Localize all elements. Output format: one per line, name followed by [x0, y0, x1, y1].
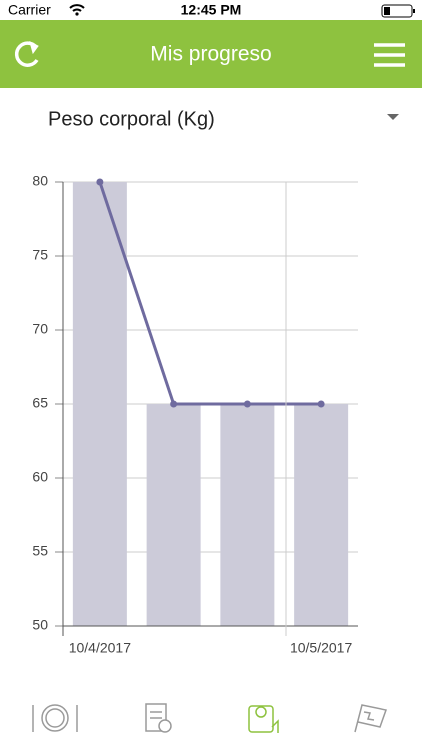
bar — [72, 182, 127, 626]
y-tick-label: 50 — [32, 617, 48, 633]
tab-progress[interactable] — [248, 705, 279, 733]
refresh-arc — [14, 41, 39, 67]
tab-goals[interactable] — [354, 704, 387, 733]
doc-icon — [145, 703, 167, 732]
carrier: Carrier — [8, 2, 51, 18]
bar — [294, 404, 349, 626]
point — [96, 178, 104, 186]
selector-label: Peso corporal (Kg) — [48, 108, 215, 130]
plate-inner — [45, 708, 65, 728]
menu-button[interactable] — [374, 43, 405, 67]
y-tick-label: 70 — [32, 321, 48, 337]
battery-tip — [413, 9, 415, 13]
bar — [220, 404, 275, 626]
point — [317, 400, 325, 408]
x-tick-label: 10/5/2017 — [290, 640, 352, 656]
refresh-arrow — [29, 41, 39, 55]
clock-icon — [158, 719, 172, 733]
scale-dial — [255, 706, 267, 718]
bar — [146, 404, 201, 626]
chart: 50 55 60 65 70 75 80 10/4/2017 10/5/2017 — [32, 173, 358, 656]
refresh-button[interactable] — [14, 41, 39, 67]
y-tick-label: 75 — [32, 247, 48, 263]
tab-meals[interactable] — [32, 704, 78, 732]
tab-log[interactable] — [145, 703, 172, 733]
y-tick-label: 65 — [32, 395, 48, 411]
y-tick-label: 60 — [32, 469, 48, 485]
point — [170, 400, 178, 408]
wifi-icon — [69, 4, 85, 12]
flag-icon — [354, 704, 387, 733]
x-tick-label: 10/4/2017 — [69, 640, 131, 656]
scale-icon — [248, 705, 274, 733]
clock: 12:45 PM — [181, 2, 242, 18]
wifi-dot — [75, 12, 79, 16]
tab-bar — [32, 703, 387, 733]
metric-selector[interactable]: Peso corporal (Kg) — [48, 108, 399, 130]
scale-arrow — [271, 719, 279, 733]
plate-icon — [41, 704, 69, 732]
header — [0, 20, 422, 88]
y-tick-label: 80 — [32, 173, 48, 189]
battery — [381, 4, 413, 18]
flag-check — [363, 711, 375, 721]
y-tick-label: 55 — [32, 543, 48, 559]
battery-level — [384, 7, 390, 15]
status-bar — [0, 0, 422, 20]
dropdown-arrow — [387, 114, 399, 120]
line — [98, 181, 322, 406]
header-title: Mis progreso — [150, 43, 271, 66]
point — [243, 400, 251, 408]
